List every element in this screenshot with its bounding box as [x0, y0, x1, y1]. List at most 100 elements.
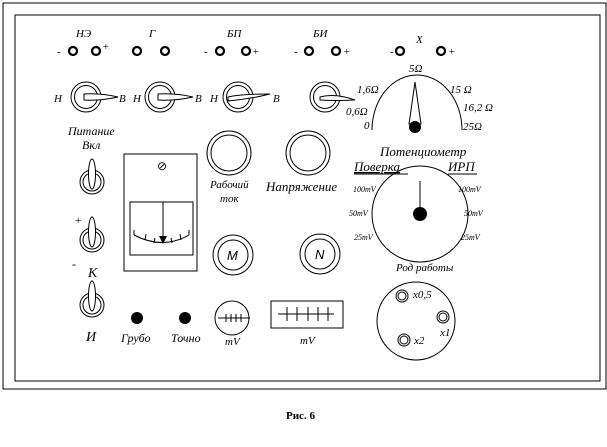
range-label: 100mV: [458, 185, 482, 194]
knob-ring: [289, 134, 327, 172]
label-low: Н: [209, 93, 219, 105]
dial-arc: [371, 74, 463, 131]
minus-sign: -: [204, 46, 208, 58]
knob-ring: [285, 130, 331, 176]
toggle-lever-icon: [88, 280, 96, 312]
knob-m[interactable]: M: [212, 234, 254, 276]
zero-adjust-screw[interactable]: ⊘: [157, 159, 167, 173]
mv-label: mV: [300, 335, 316, 347]
terminal-x-plus[interactable]: [435, 45, 447, 57]
socket-ring: [438, 312, 448, 322]
scale-ticks: [133, 230, 190, 244]
label-high: В: [119, 93, 126, 105]
voltage-label: Напряжение: [265, 179, 337, 194]
irp-label: ИРП: [447, 159, 476, 174]
knob-n-label: N: [315, 247, 325, 262]
switch-g[interactable]: Н В: [132, 81, 202, 113]
meter-window: [129, 201, 194, 256]
terminal-ne-plus[interactable]: [90, 45, 102, 57]
knob-ring: [212, 234, 254, 276]
knob-n[interactable]: N: [299, 233, 341, 275]
minus-label: -: [72, 257, 76, 271]
mode-title: Род работы: [395, 262, 454, 274]
x2-label: x2: [413, 335, 425, 347]
dial-label: 1,6Ω: [357, 84, 379, 96]
power-on-label: Вкл: [82, 138, 100, 152]
x1-label: x1: [439, 327, 450, 339]
terminal-g-1[interactable]: [131, 45, 143, 57]
range-label: 25mV: [354, 233, 374, 242]
socket-ring: [436, 310, 450, 324]
terminal-group-g: Г: [131, 28, 171, 57]
outer-frame: [2, 2, 607, 390]
needle-arrow: [159, 236, 167, 244]
x05-label: x0,5: [412, 289, 432, 301]
dial-label: 15 Ω: [450, 84, 472, 96]
verification-label: Поверка: [353, 159, 401, 174]
i-label: И: [85, 330, 97, 345]
fine-label: Точно: [171, 331, 201, 345]
terminal-ne-minus[interactable]: [67, 45, 79, 57]
dial-knob[interactable]: [409, 121, 421, 133]
lever-icon: [319, 95, 356, 101]
minus-sign: -: [294, 46, 298, 58]
knob-ring: [206, 130, 252, 176]
knob-ring: [210, 134, 248, 172]
k-i-toggle[interactable]: [79, 280, 105, 318]
dial-pointer: [408, 81, 422, 125]
switch-knob[interactable]: [413, 207, 427, 221]
terminal-x-minus[interactable]: [394, 45, 406, 57]
terminal-group-bi: БИ - +: [294, 28, 350, 58]
knob-ring: [299, 233, 341, 275]
power-label: Питание: [67, 124, 115, 138]
indicator-scale: [218, 314, 250, 322]
switch-ne[interactable]: Н В: [53, 81, 126, 113]
socket-ring: [395, 289, 409, 303]
terminal-g-2[interactable]: [159, 45, 171, 57]
lever-icon: [227, 93, 271, 102]
work-current-knob[interactable]: [206, 130, 252, 176]
plus-sign: +: [102, 41, 109, 53]
label-high: В: [273, 93, 280, 105]
socket-x05[interactable]: [395, 289, 409, 303]
dial-label: 25Ω: [463, 121, 482, 133]
switch-bi[interactable]: [309, 81, 356, 113]
work-current-label: ток: [220, 193, 239, 205]
mode-dial: [376, 281, 456, 361]
label-high: В: [195, 93, 202, 105]
resistance-dial[interactable]: 0 0,6Ω 1,6Ω 5Ω 15 Ω 16,2 Ω 25Ω: [346, 63, 493, 133]
label-low: Н: [53, 93, 63, 105]
toggle-lever-icon: [88, 158, 96, 190]
meter-scale: [133, 234, 190, 243]
terminal-bi-plus[interactable]: [330, 45, 342, 57]
toggle-lever-icon: [88, 216, 96, 248]
label-low: Н: [132, 93, 142, 105]
terminal-bp-minus[interactable]: [214, 45, 226, 57]
voltage-knob[interactable]: [285, 130, 331, 176]
switch-bp[interactable]: Н В: [209, 81, 280, 113]
coarse-label: Грубо: [120, 331, 151, 345]
fine-button[interactable]: [179, 312, 191, 324]
terminal-bi-minus[interactable]: [303, 45, 315, 57]
knob-m-label: M: [227, 248, 238, 263]
label-bp: БП: [226, 28, 242, 40]
terminal-bp-plus[interactable]: [240, 45, 252, 57]
meter-case: [123, 153, 198, 272]
socket-x2[interactable]: [397, 333, 411, 347]
lever-icon: [83, 93, 119, 101]
socket-ring: [397, 291, 407, 301]
dial-label: 16,2 Ω: [463, 102, 493, 114]
power-toggle[interactable]: [79, 158, 105, 195]
coarse-button[interactable]: [131, 312, 143, 324]
socket-x1[interactable]: [436, 310, 450, 324]
plus-label: +: [74, 213, 82, 227]
label-x: X: [415, 34, 424, 46]
polarity-toggle[interactable]: [79, 216, 105, 253]
knob-ring: [217, 239, 249, 271]
mv-label: mV: [225, 336, 241, 348]
terminal-group-ne: НЭ - +: [57, 28, 109, 58]
minus-sign: -: [57, 46, 61, 58]
potentiometer-range-switch[interactable]: [371, 165, 469, 263]
terminal-group-bp: БП - +: [204, 28, 259, 58]
